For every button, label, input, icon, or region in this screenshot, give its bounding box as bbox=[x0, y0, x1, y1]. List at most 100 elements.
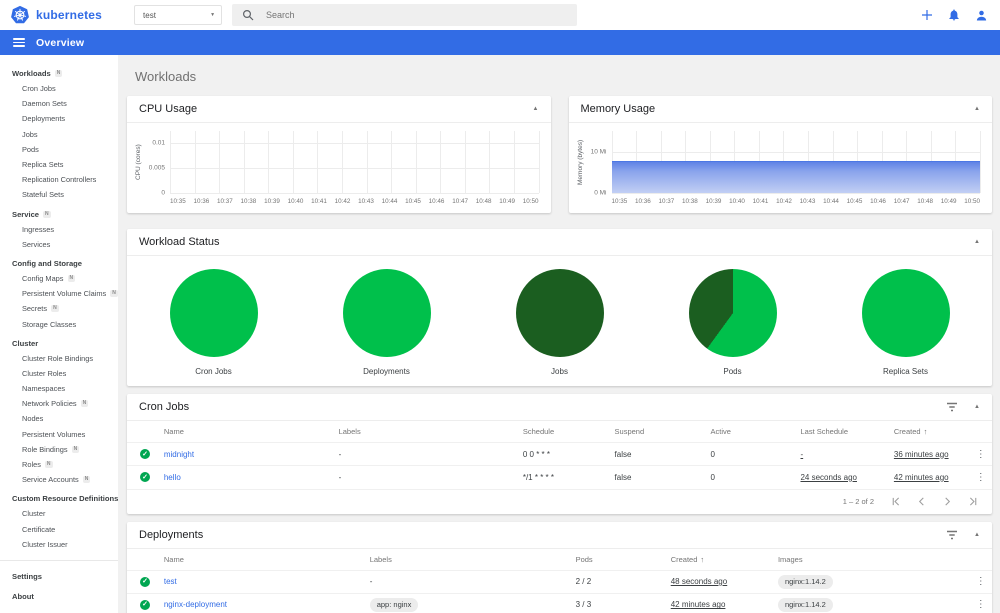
column-header-labels[interactable]: Labels bbox=[338, 427, 361, 436]
sidebar-item-ingresses[interactable]: Ingresses bbox=[0, 222, 118, 237]
table-row: nginx-deployment app: nginx 3 / 3 42 min… bbox=[127, 592, 992, 613]
row-actions-menu-icon[interactable]: ⋮ bbox=[972, 576, 990, 587]
sidebar-item-persistent-volumes[interactable]: Persistent Volumes bbox=[0, 427, 118, 442]
column-header-images[interactable]: Images bbox=[777, 554, 803, 564]
column-header-pods[interactable]: Pods bbox=[575, 554, 593, 564]
previous-page-button[interactable] bbox=[917, 497, 926, 506]
row-actions-menu-icon[interactable]: ⋮ bbox=[972, 599, 990, 610]
gridline bbox=[317, 131, 319, 193]
cpu-usage-chart: CPU (cores) 0 0.005 0.01 10:35 10:36 10:37 10… bbox=[127, 123, 551, 209]
deployment-link[interactable]: test bbox=[163, 577, 177, 586]
row-actions-menu-icon[interactable]: ⋮ bbox=[972, 449, 990, 460]
x-axis-tick: 10:39 bbox=[264, 198, 280, 205]
sidebar-item-about[interactable]: About bbox=[0, 587, 118, 607]
labels-cell: - bbox=[334, 465, 519, 489]
sidebar-section-config-and-storage[interactable]: Config and Storage bbox=[0, 256, 118, 271]
sidebar-item-nodes[interactable]: Nodes bbox=[0, 411, 118, 426]
sidebar-item-role-bindings[interactable]: Role Bindings N bbox=[0, 442, 118, 457]
status-success-icon bbox=[140, 599, 150, 610]
namespaced-badge: N bbox=[82, 476, 91, 484]
page-title: Workloads bbox=[135, 69, 197, 84]
filter-button[interactable] bbox=[946, 402, 958, 412]
search-input[interactable] bbox=[266, 10, 568, 20]
x-axis-tick: 10:46 bbox=[428, 198, 445, 205]
sidebar-item-cron-jobs[interactable]: Cron Jobs bbox=[0, 81, 118, 96]
column-header-active[interactable]: Active bbox=[710, 427, 731, 436]
sidebar-item-stateful-sets[interactable]: Stateful Sets bbox=[0, 187, 118, 202]
column-header-labels[interactable]: Labels bbox=[369, 554, 392, 564]
collapse-icon[interactable]: ▲ bbox=[974, 106, 980, 112]
column-header-created[interactable]: Created ↑ bbox=[670, 554, 705, 564]
menu-button[interactable] bbox=[13, 38, 25, 47]
sidebar-section-service[interactable]: Service N bbox=[0, 207, 118, 222]
sidebar-item-pods[interactable]: Pods bbox=[0, 142, 118, 157]
sidebar-item-jobs[interactable]: Jobs bbox=[0, 127, 118, 142]
sidebar-item-cluster-role-bindings[interactable]: Cluster Role Bindings bbox=[0, 351, 118, 366]
sidebar-item-daemon-sets[interactable]: Daemon Sets bbox=[0, 96, 118, 111]
sidebar-item-certificate[interactable]: Certificate bbox=[0, 522, 118, 537]
collapse-icon[interactable]: ▲ bbox=[532, 106, 539, 112]
column-header-created[interactable]: Created ↑ bbox=[893, 427, 928, 436]
cronjob-link[interactable]: midnight bbox=[163, 449, 195, 459]
sidebar-item-service-accounts[interactable]: Service Accounts N bbox=[0, 472, 118, 487]
created-cell: 42 minutes ago bbox=[670, 600, 726, 610]
deployment-link[interactable]: nginx-deployment bbox=[163, 600, 228, 610]
column-header-name[interactable]: Name bbox=[163, 427, 184, 436]
pie-label: Cron Jobs bbox=[195, 367, 232, 376]
search-box[interactable] bbox=[232, 4, 578, 26]
x-axis-tick: 10:48 bbox=[917, 198, 933, 205]
filter-button[interactable] bbox=[946, 530, 958, 540]
next-page-button[interactable] bbox=[943, 497, 952, 506]
collapse-icon[interactable]: ▲ bbox=[974, 404, 980, 410]
sidebar-item-replication-controllers[interactable]: Replication Controllers bbox=[0, 172, 118, 187]
kubernetes-logo[interactable]: kubernetes bbox=[0, 5, 102, 25]
gridline bbox=[489, 131, 491, 193]
brand-name: kubernetes bbox=[36, 8, 103, 22]
sidebar-item-persistent-volume-claims[interactable]: Persistent Volume Claims N bbox=[0, 286, 118, 301]
sidebar-item-cluster-roles[interactable]: Cluster Roles bbox=[0, 366, 118, 381]
sidebar-item-label: Cluster Issuer bbox=[22, 539, 68, 549]
sort-ascending-icon: ↑ bbox=[923, 427, 928, 436]
notifications-button[interactable] bbox=[947, 8, 961, 22]
column-header-last-schedule[interactable]: Last Schedule bbox=[800, 427, 849, 436]
column-header-schedule[interactable]: Schedule bbox=[522, 427, 555, 436]
column-header-name[interactable]: Name bbox=[163, 554, 184, 564]
sidebar-section-workloads[interactable]: Workloads N bbox=[0, 66, 118, 81]
row-actions-menu-icon[interactable]: ⋮ bbox=[972, 472, 990, 483]
cron-jobs-card: Cron Jobs ▲ bbox=[127, 394, 992, 514]
last-page-button[interactable] bbox=[969, 497, 978, 506]
sidebar-item-services[interactable]: Services bbox=[0, 237, 118, 252]
sidebar-item-storage-classes[interactable]: Storage Classes bbox=[0, 316, 118, 331]
sidebar-section-custom-resource-definitions[interactable]: Custom Resource Definitions bbox=[0, 491, 118, 506]
status-success-icon bbox=[140, 576, 150, 587]
sidebar-item-cluster[interactable]: Cluster bbox=[0, 506, 118, 521]
x-axis-tick: 10:37 bbox=[217, 198, 233, 205]
sidebar-item-cluster-issuer[interactable]: Cluster Issuer bbox=[0, 537, 118, 552]
y-axis-tick: 0.01 bbox=[152, 139, 165, 147]
namespaced-badge: N bbox=[44, 461, 53, 469]
pie-label: Pods bbox=[723, 367, 742, 376]
create-resource-button[interactable] bbox=[920, 8, 934, 22]
gridline bbox=[268, 131, 270, 193]
status-pie-deployments: Deployments bbox=[342, 269, 431, 376]
namespaced-badge: N bbox=[54, 70, 63, 77]
memory-usage-chart: Memory (bytes) 0 Mi 10 Mi 10:35 10:36 10:37… bbox=[569, 123, 993, 209]
sidebar-item-roles[interactable]: Roles N bbox=[0, 457, 118, 472]
sidebar-item-settings[interactable]: Settings bbox=[0, 567, 118, 587]
sidebar-item-config-maps[interactable]: Config Maps N bbox=[0, 271, 118, 286]
namespace-selector[interactable]: test ▼ bbox=[134, 5, 223, 25]
x-axis-tick: 10:50 bbox=[522, 198, 539, 205]
first-page-button[interactable] bbox=[891, 497, 900, 506]
sidebar-item-namespaces[interactable]: Namespaces bbox=[0, 381, 118, 396]
user-menu-button[interactable] bbox=[974, 8, 988, 22]
collapse-icon[interactable]: ▲ bbox=[974, 531, 980, 538]
sidebar-item-deployments[interactable]: Deployments bbox=[0, 111, 118, 126]
sidebar-section-cluster[interactable]: Cluster bbox=[0, 336, 118, 351]
column-header-suspend[interactable]: Suspend bbox=[614, 427, 645, 436]
sidebar-item-secrets[interactable]: Secrets N bbox=[0, 301, 118, 316]
deployments-title: Deployments bbox=[139, 528, 204, 541]
sidebar-item-replica-sets[interactable]: Replica Sets bbox=[0, 157, 118, 172]
sidebar-item-network-policies[interactable]: Network Policies N bbox=[0, 396, 118, 411]
collapse-icon[interactable]: ▲ bbox=[974, 239, 980, 245]
cronjob-link[interactable]: hello bbox=[163, 472, 181, 482]
